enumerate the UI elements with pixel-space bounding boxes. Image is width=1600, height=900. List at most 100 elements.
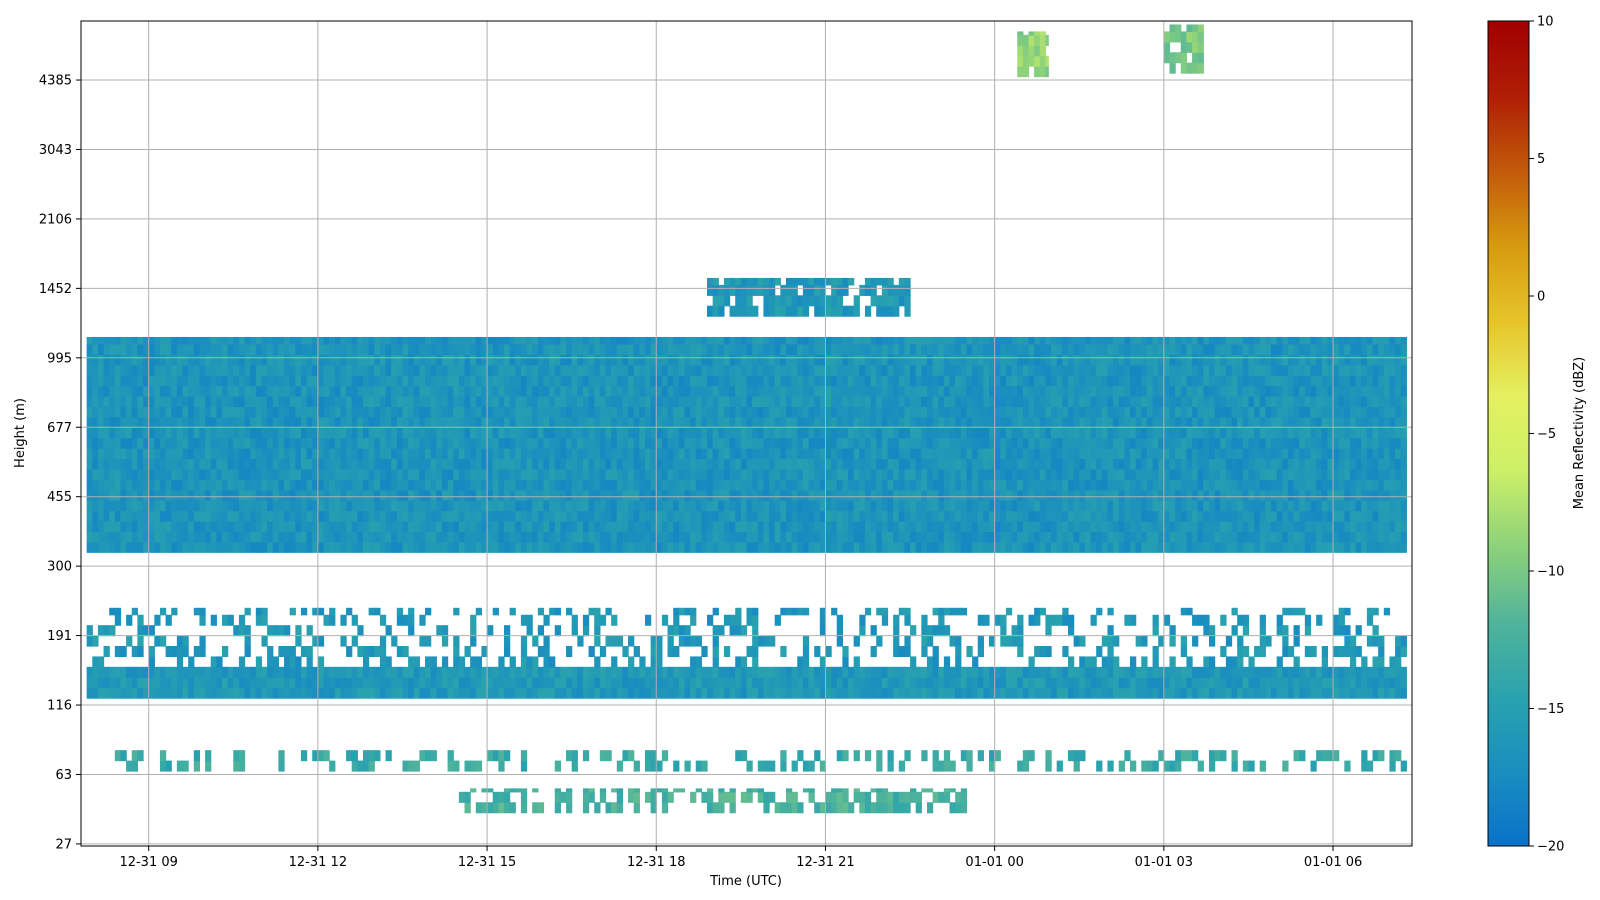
- heatmap-cell: [1208, 468, 1216, 480]
- heatmap-cell: [464, 354, 471, 366]
- heatmap-cell: [1271, 521, 1278, 533]
- heatmap-cell: [126, 375, 133, 387]
- heatmap-cell: [171, 489, 178, 501]
- heatmap-cell: [329, 448, 336, 460]
- heatmap-cell: [306, 500, 313, 512]
- heatmap-cell: [188, 666, 195, 678]
- heatmap-cell: [1028, 468, 1035, 480]
- heatmap-cell: [1237, 458, 1244, 470]
- heatmap-cell: [582, 437, 590, 449]
- heatmap-cell: [154, 479, 161, 491]
- heatmap-cell: [1293, 354, 1300, 366]
- heatmap-cell: [543, 479, 550, 491]
- heatmap-cell: [148, 479, 155, 491]
- heatmap-cell: [351, 541, 358, 553]
- heatmap-cell: [458, 468, 466, 480]
- heatmap-cell: [317, 531, 325, 543]
- heatmap-cell: [103, 531, 110, 543]
- heatmap-cell: [707, 521, 714, 533]
- heatmap-cell: [1022, 468, 1030, 480]
- heatmap-cell: [441, 448, 449, 460]
- heatmap-cell: [1338, 354, 1345, 366]
- heatmap-cell: [131, 427, 138, 439]
- heatmap-cell: [1203, 385, 1210, 397]
- heatmap-cell: [943, 458, 951, 470]
- heatmap-cell: [362, 541, 370, 553]
- heatmap-cell: [701, 416, 708, 428]
- heatmap-cell: [216, 510, 223, 522]
- heatmap-cell: [1096, 521, 1103, 533]
- heatmap-cell: [464, 375, 471, 387]
- heatmap-cell: [120, 500, 127, 512]
- heatmap-cell: [300, 448, 308, 460]
- heatmap-cell: [819, 375, 827, 387]
- heatmap-cell: [1152, 458, 1159, 470]
- heatmap-cell: [989, 343, 996, 355]
- heatmap-cell: [295, 531, 302, 543]
- heatmap-cell: [143, 510, 150, 522]
- heatmap-cell: [329, 354, 336, 366]
- heatmap-cell: [492, 489, 499, 501]
- heatmap-cell: [199, 364, 206, 376]
- heatmap-cell: [103, 677, 110, 689]
- heatmap-cell: [938, 531, 945, 543]
- heatmap-cell: [1022, 336, 1030, 345]
- heatmap-cell: [120, 468, 127, 480]
- heatmap-cell: [1344, 500, 1351, 512]
- heatmap-cell: [1242, 468, 1250, 480]
- heatmap-cell: [1276, 336, 1283, 345]
- heatmap-cell: [1395, 427, 1402, 439]
- heatmap-cell: [893, 385, 900, 397]
- heatmap-cell: [532, 510, 539, 522]
- heatmap-cell: [791, 343, 798, 355]
- heatmap-cell: [571, 427, 578, 439]
- heatmap-cell: [379, 458, 387, 470]
- heatmap-cell: [233, 468, 240, 480]
- heatmap-cell: [1186, 521, 1193, 533]
- heatmap-cell: [1017, 385, 1024, 397]
- heatmap-cell: [481, 479, 488, 491]
- heatmap-cell: [1130, 406, 1137, 418]
- heatmap-cell: [199, 385, 206, 397]
- heatmap-cell: [695, 375, 702, 387]
- heatmap-cell: [1225, 343, 1233, 355]
- heatmap-cell: [532, 396, 539, 408]
- heatmap-cell: [1316, 396, 1323, 408]
- heatmap-cell: [1248, 343, 1255, 355]
- heatmap-cell: [870, 354, 877, 366]
- heatmap-cell: [261, 479, 268, 491]
- heatmap-cell: [1096, 336, 1103, 345]
- heatmap-cell: [774, 416, 781, 428]
- heatmap-cell: [1079, 427, 1086, 439]
- heatmap-cell: [1383, 406, 1391, 418]
- heatmap-cell: [1192, 510, 1199, 522]
- heatmap-cell: [1073, 364, 1080, 376]
- heatmap-cell: [1237, 406, 1244, 418]
- heatmap-cell: [774, 531, 781, 543]
- heatmap-cell: [1338, 375, 1345, 387]
- heatmap-cell: [205, 479, 212, 491]
- heatmap-cell: [1378, 500, 1385, 512]
- heatmap-cell: [1271, 500, 1278, 512]
- heatmap-cell: [859, 531, 866, 543]
- heatmap-cell: [143, 479, 150, 491]
- heatmap-cell: [182, 489, 189, 501]
- heatmap-cell: [430, 541, 437, 553]
- heatmap-cell: [938, 458, 945, 470]
- heatmap-cell: [526, 437, 533, 449]
- heatmap-cell: [238, 448, 246, 460]
- heatmap-cell: [1355, 437, 1362, 449]
- heatmap-cell: [1000, 521, 1007, 533]
- heatmap-cell: [329, 364, 336, 376]
- heatmap-cell: [926, 354, 934, 366]
- heatmap-cell: [1220, 416, 1227, 428]
- heatmap-cell: [566, 375, 573, 387]
- heatmap-cell: [1169, 489, 1176, 501]
- heatmap-cell: [441, 336, 449, 345]
- heatmap-cell: [718, 521, 725, 533]
- heatmap-cell: [639, 364, 646, 376]
- heatmap-cell: [1067, 343, 1075, 355]
- heatmap-cell: [1338, 458, 1345, 470]
- heatmap-cell: [470, 354, 477, 366]
- heatmap-cell: [1186, 437, 1193, 449]
